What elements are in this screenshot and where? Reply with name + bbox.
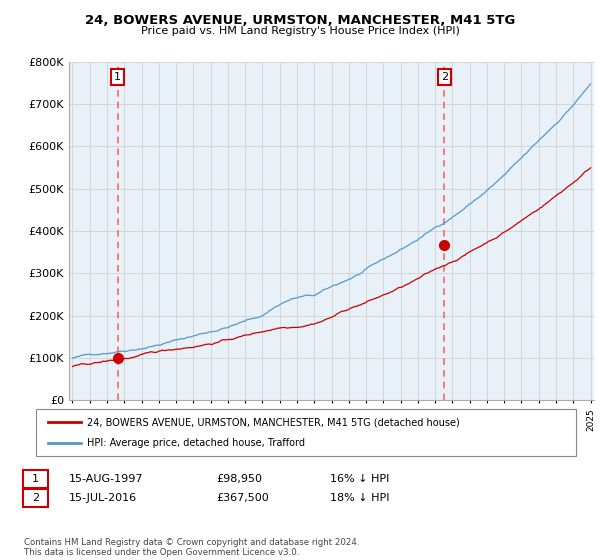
Text: 2: 2	[32, 493, 39, 503]
Text: £98,950: £98,950	[216, 474, 262, 484]
Text: 15-AUG-1997: 15-AUG-1997	[69, 474, 143, 484]
Text: 1: 1	[114, 72, 121, 82]
Text: 2: 2	[441, 72, 448, 82]
Text: 24, BOWERS AVENUE, URMSTON, MANCHESTER, M41 5TG: 24, BOWERS AVENUE, URMSTON, MANCHESTER, …	[85, 14, 515, 27]
Text: 15-JUL-2016: 15-JUL-2016	[69, 493, 137, 503]
Text: 18% ↓ HPI: 18% ↓ HPI	[330, 493, 389, 503]
Text: 16% ↓ HPI: 16% ↓ HPI	[330, 474, 389, 484]
Text: HPI: Average price, detached house, Trafford: HPI: Average price, detached house, Traf…	[87, 438, 305, 448]
Text: 24, BOWERS AVENUE, URMSTON, MANCHESTER, M41 5TG (detached house): 24, BOWERS AVENUE, URMSTON, MANCHESTER, …	[87, 417, 460, 427]
Text: 1: 1	[32, 474, 39, 484]
Text: Price paid vs. HM Land Registry's House Price Index (HPI): Price paid vs. HM Land Registry's House …	[140, 26, 460, 36]
Text: Contains HM Land Registry data © Crown copyright and database right 2024.
This d: Contains HM Land Registry data © Crown c…	[24, 538, 359, 557]
Text: £367,500: £367,500	[216, 493, 269, 503]
